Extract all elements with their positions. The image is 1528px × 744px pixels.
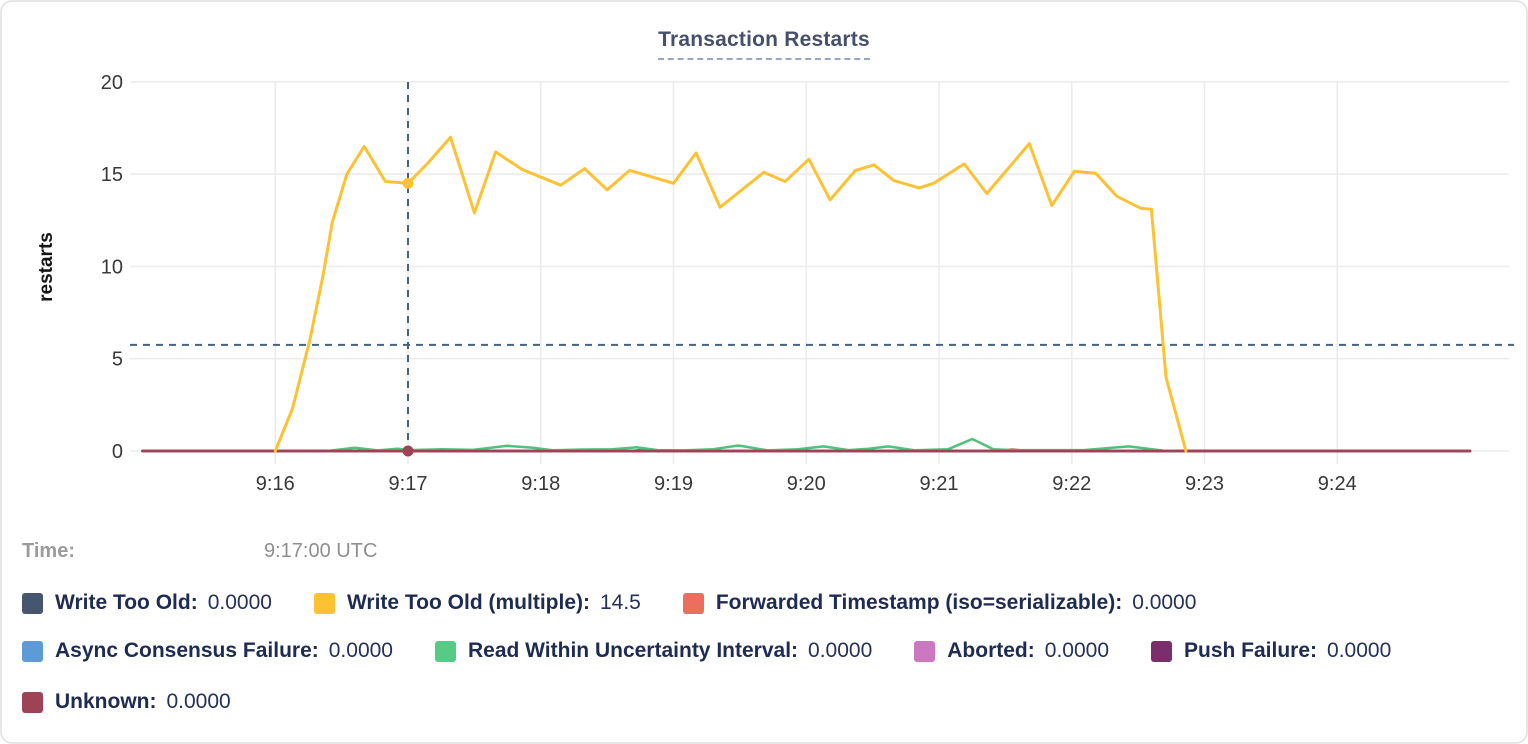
- series-color-swatch: [313, 592, 335, 614]
- chart-header: Transaction Restarts: [2, 28, 1526, 60]
- x-tick-label: 9:23: [1185, 473, 1224, 495]
- x-tick-label: 9:16: [256, 473, 295, 495]
- legend-row: Write Too Old: 0.0000 Write Too Old (multi…: [22, 591, 1512, 615]
- legend-row: Async Consensus Failure: 0.0000 Read Withi…: [22, 639, 1512, 663]
- series-label: Async Consensus Failure:: [55, 639, 319, 662]
- series-label: Write Too Old (multiple):: [346, 591, 590, 614]
- legend-row: Unknown: 0.0000: [22, 690, 1512, 714]
- series-value: 14.5: [599, 591, 641, 614]
- legend-item-read-within-uncertainty-interval: Read Within Uncertainty Interval: 0.0000: [434, 639, 873, 663]
- x-tick-label: 9:24: [1318, 473, 1357, 495]
- series-value: 0.0000: [1327, 639, 1392, 662]
- hover-point-unknown: [402, 445, 414, 457]
- series-color-swatch: [914, 640, 936, 662]
- x-tick-label: 9:21: [920, 473, 959, 495]
- series-value: 0.0000: [207, 591, 272, 614]
- series-label: Write Too Old:: [55, 591, 198, 614]
- series-color-swatch: [22, 691, 43, 713]
- series-line-write-too-old-multiple-: [273, 135, 1188, 453]
- x-tick-label: 9:18: [521, 473, 560, 495]
- series-line-read-within-uncertainty-interval: [325, 437, 1181, 453]
- series-legend: Write Too Old: 0.0000 Write Too Old (multi…: [22, 591, 1512, 738]
- y-tick-label: 15: [101, 164, 123, 186]
- series-color-swatch: [682, 592, 704, 614]
- series-color-swatch: [22, 592, 43, 614]
- y-tick-label: 5: [112, 349, 123, 371]
- series-value: 0.0000: [1132, 591, 1197, 614]
- y-axis-label: restarts: [36, 232, 57, 302]
- series-label: Push Failure:: [1184, 639, 1318, 662]
- legend-item-forwarded-timestamp: Forwarded Timestamp (iso=serializable): 0…: [682, 591, 1197, 615]
- series-label: Unknown:: [55, 690, 157, 713]
- legend-item-write-too-old-multiple: Write Too Old (multiple): 14.5: [313, 591, 641, 615]
- series-color-swatch: [434, 640, 456, 662]
- legend-item-push-failure: Push Failure: 0.0000: [1151, 639, 1391, 663]
- legend-item-async-consensus-failure: Async Consensus Failure: 0.0000: [22, 639, 393, 663]
- series-label: Forwarded Timestamp (iso=serializable):: [715, 591, 1123, 614]
- series-value: 0.0000: [808, 639, 873, 662]
- series-color-swatch: [1151, 640, 1172, 662]
- x-tick-label: 9:19: [654, 473, 693, 495]
- x-tick-label: 9:20: [787, 473, 826, 495]
- series-value: 0.0000: [1044, 639, 1109, 662]
- legend-item-write-too-old: Write Too Old: 0.0000: [22, 591, 272, 615]
- chart-title-tooltip-link[interactable]: Transaction Restarts: [658, 28, 870, 60]
- time-label: Time:: [22, 540, 75, 562]
- hover-time-row: Time: 9:17:00 UTC: [22, 540, 722, 563]
- series-label: Read Within Uncertainty Interval:: [467, 639, 799, 662]
- y-tick-label: 10: [101, 256, 123, 278]
- x-tick-label: 9:22: [1052, 473, 1091, 495]
- series-value: 0.0000: [328, 639, 393, 662]
- time-value: 9:17:00 UTC: [264, 540, 378, 562]
- hover-point-write-too-old-multiple-: [402, 177, 414, 189]
- y-tick-label: 20: [101, 72, 123, 94]
- x-tick-label: 9:17: [389, 473, 428, 495]
- y-tick-label: 0: [112, 441, 123, 463]
- legend-item-aborted: Aborted: 0.0000: [914, 639, 1109, 663]
- series-value: 0.0000: [166, 690, 231, 713]
- series-color-swatch: [22, 640, 43, 662]
- transaction-restarts-chart[interactable]: 0 5 10 15 20 9:16 9:17 9:18 9:19 9:20 9:21 9:22 9:23…: [2, 2, 1528, 514]
- legend-item-unknown: Unknown: 0.0000: [22, 690, 231, 714]
- series-label: Aborted:: [947, 639, 1035, 662]
